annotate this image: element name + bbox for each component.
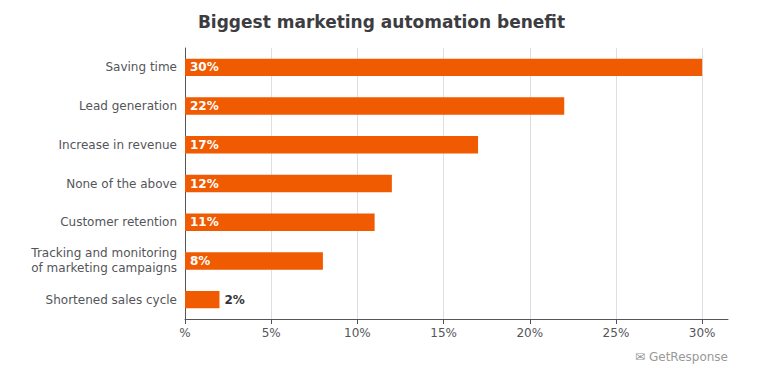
svg-text:Lead generation: Lead generation xyxy=(79,99,177,113)
svg-text:30%: 30% xyxy=(689,326,716,340)
svg-text:Tracking and monitoring: Tracking and monitoring xyxy=(30,246,177,260)
svg-text:2%: 2% xyxy=(224,293,244,307)
svg-text:11%: 11% xyxy=(190,215,219,229)
svg-text:Customer retention: Customer retention xyxy=(60,215,177,229)
svg-text:✉ GetResponse: ✉ GetResponse xyxy=(635,350,728,364)
svg-text:Increase in revenue: Increase in revenue xyxy=(59,138,177,152)
svg-text:Shortened sales cycle: Shortened sales cycle xyxy=(46,293,177,307)
svg-text:12%: 12% xyxy=(190,177,219,191)
svg-text:25%: 25% xyxy=(603,326,630,340)
svg-text:20%: 20% xyxy=(516,326,543,340)
svg-text:22%: 22% xyxy=(190,99,219,113)
svg-text:15%: 15% xyxy=(430,326,457,340)
svg-text:%: % xyxy=(179,326,190,340)
svg-text:None of the above: None of the above xyxy=(66,177,177,191)
svg-text:30%: 30% xyxy=(190,60,219,74)
svg-text:5%: 5% xyxy=(262,326,281,340)
svg-text:10%: 10% xyxy=(344,326,371,340)
svg-text:of marketing campaigns: of marketing campaigns xyxy=(31,261,177,275)
svg-text:Saving time: Saving time xyxy=(105,60,177,74)
svg-text:8%: 8% xyxy=(190,254,210,268)
svg-text:17%: 17% xyxy=(190,138,219,152)
svg-text:Biggest marketing automation b: Biggest marketing automation benefit xyxy=(198,12,565,32)
